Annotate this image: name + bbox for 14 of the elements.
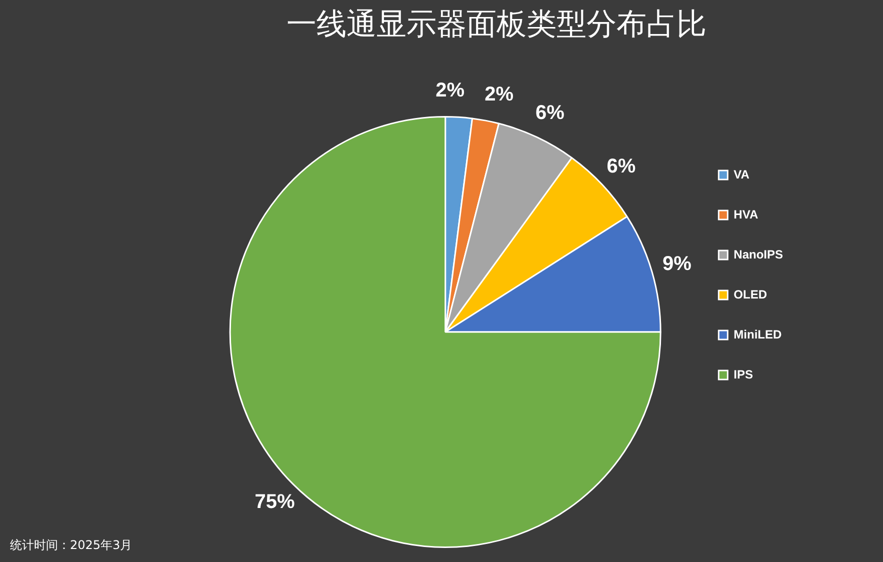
- data-label: 6%: [536, 102, 565, 124]
- data-label: 6%: [606, 155, 636, 178]
- legend-label: MiniLED: [734, 327, 782, 342]
- data-label: 2%: [436, 80, 465, 102]
- legend-label: NanoIPS: [734, 247, 783, 262]
- data-label: 2%: [484, 84, 514, 106]
- text: 统计时间：2025年3月: [10, 538, 132, 552]
- legend-label: HVA: [734, 207, 758, 222]
- data-label: 9%: [662, 253, 692, 276]
- chart-title: 一线通显示器面板类型分布占比: [286, 6, 706, 42]
- legend-label: OLED: [734, 287, 768, 302]
- data-label: 75%: [254, 491, 295, 514]
- legend-label: IPS: [734, 367, 753, 382]
- legend-label: VA: [734, 167, 750, 182]
